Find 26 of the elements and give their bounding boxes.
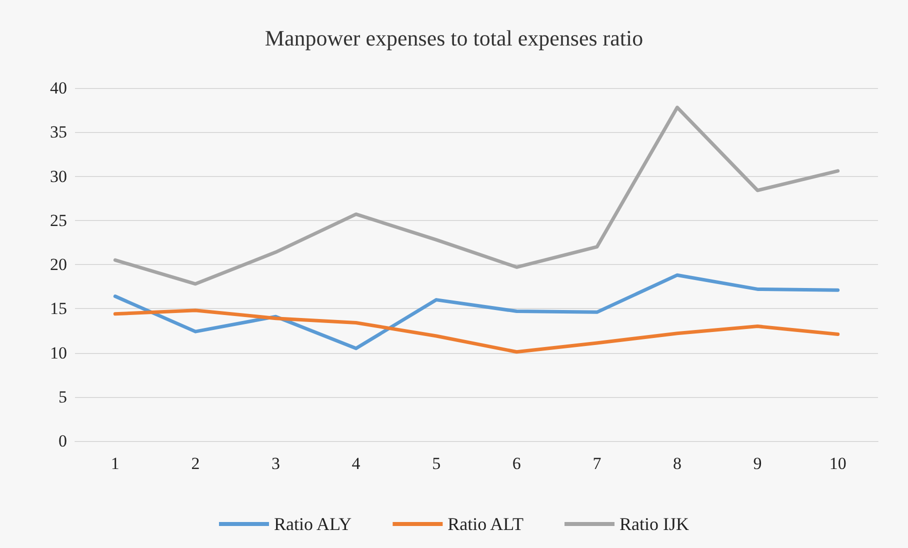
y-tick-label: 15 xyxy=(50,299,67,318)
y-tick-label: 35 xyxy=(50,122,67,142)
x-tick-label: 6 xyxy=(512,454,521,473)
line-series xyxy=(113,106,840,286)
legend-label: Ratio ALY xyxy=(274,514,352,534)
y-tick-label: 30 xyxy=(50,166,67,186)
x-tick-label: 10 xyxy=(829,454,846,473)
chart-title: Manpower expenses to total expenses ratio xyxy=(264,26,644,50)
x-tick-label: 7 xyxy=(592,454,602,473)
x-tick-label: 5 xyxy=(432,454,441,473)
x-tick-label: 1 xyxy=(110,454,120,473)
x-tick-label: 3 xyxy=(272,454,280,473)
x-tick-label: 8 xyxy=(673,454,682,473)
y-tick-label: 20 xyxy=(50,255,67,274)
y-tick-label: 10 xyxy=(50,343,67,362)
legend-label: Ratio ALT xyxy=(448,514,524,534)
line-series xyxy=(113,273,840,350)
y-tick-label: 25 xyxy=(50,210,67,230)
x-tick-label: 4 xyxy=(352,454,361,473)
y-tick-label: 5 xyxy=(58,387,67,406)
legend-label: Ratio IJK xyxy=(620,514,690,534)
y-tick-label: 0 xyxy=(58,432,67,450)
x-tick-label: 9 xyxy=(753,454,762,473)
line-series xyxy=(113,308,840,354)
x-tick-label: 2 xyxy=(191,454,200,473)
y-tick-label: 40 xyxy=(50,78,67,98)
